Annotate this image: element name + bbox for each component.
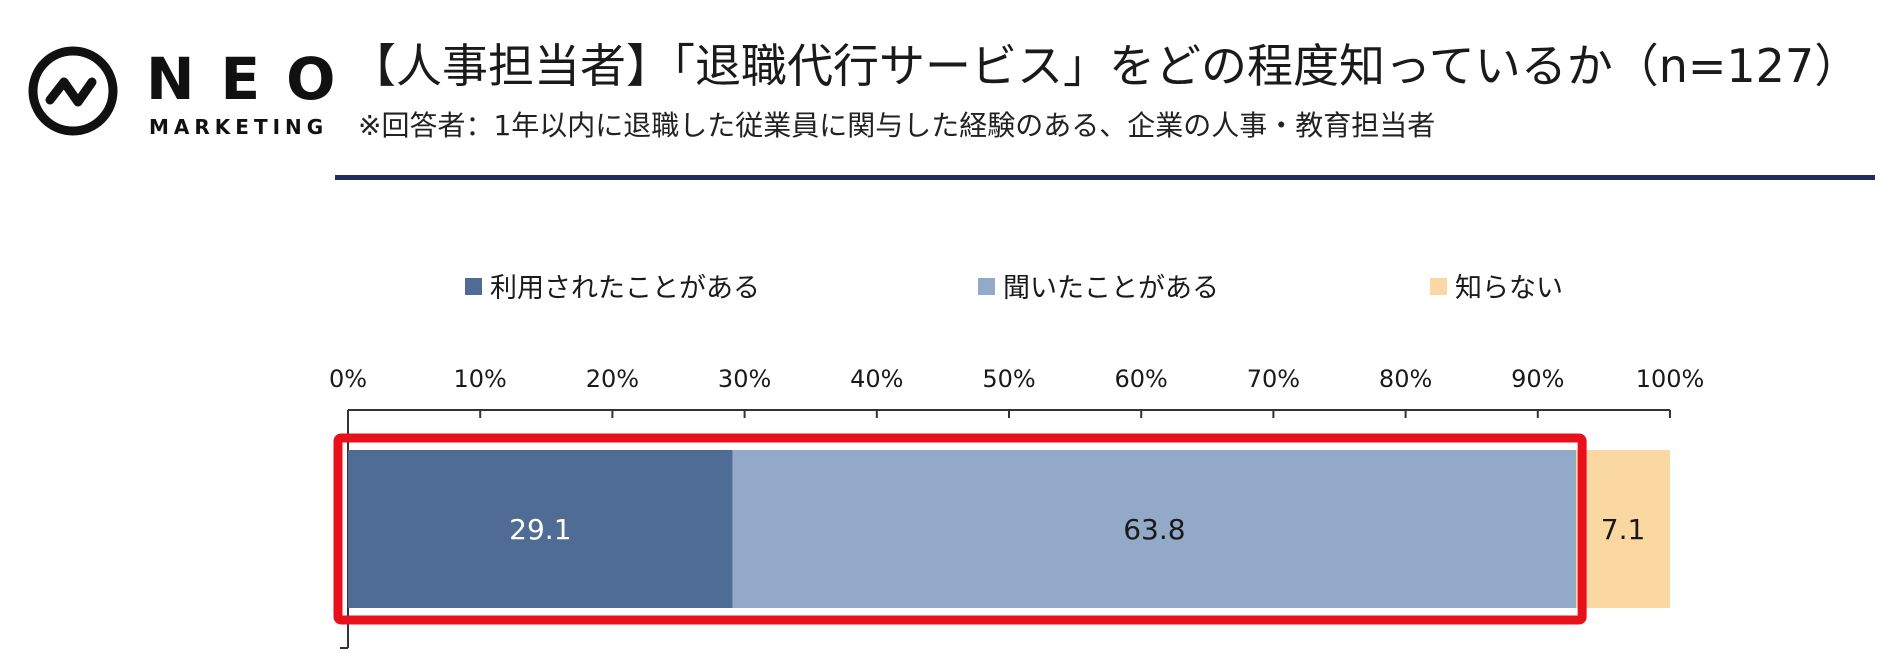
x-tick-label: 60%: [1115, 365, 1168, 393]
x-tick-label: 0%: [329, 365, 367, 393]
x-tick-label: 90%: [1511, 365, 1564, 393]
x-tick-label: 50%: [982, 365, 1035, 393]
legend-label: 知らない: [1455, 273, 1563, 304]
neo-marketing-logo: NEO MARKETING: [28, 44, 335, 154]
legend-swatch: [1430, 278, 1447, 295]
logo-wordmark: NEO: [146, 45, 362, 113]
data-label: 7.1: [1601, 513, 1646, 546]
x-tick-label: 30%: [718, 365, 771, 393]
x-tick-label: 100%: [1636, 365, 1705, 393]
logo-mark-icon: [28, 46, 118, 136]
highlight-box: [333, 433, 1587, 625]
x-tick-label: 20%: [586, 365, 639, 393]
legend-label: 利用されたことがある: [490, 273, 760, 304]
data-label: 29.1: [509, 513, 571, 546]
title-divider: [335, 175, 1875, 180]
legend-label: 聞いたことがある: [1003, 273, 1219, 304]
bar-segment: [1576, 450, 1670, 608]
x-tick-label: 80%: [1379, 365, 1432, 393]
logo-subtext: MARKETING: [149, 115, 329, 139]
legend-swatch: [978, 278, 995, 295]
x-tick-label: 70%: [1247, 365, 1300, 393]
x-tick-label: 40%: [850, 365, 903, 393]
x-tick-label: 10%: [454, 365, 507, 393]
legend-swatch: [465, 278, 482, 295]
bar-segment: [732, 450, 1577, 608]
page-subtitle: ※回答者：1年以内に退職した従業員に関与した経験のある、企業の人事・教育担当者: [358, 109, 1436, 142]
page-title: 【人事担当者】「退職代行サービス」をどの程度知っているか（n=127）: [350, 39, 1861, 93]
bar-segment: [348, 450, 733, 608]
data-label: 63.8: [1123, 513, 1185, 546]
